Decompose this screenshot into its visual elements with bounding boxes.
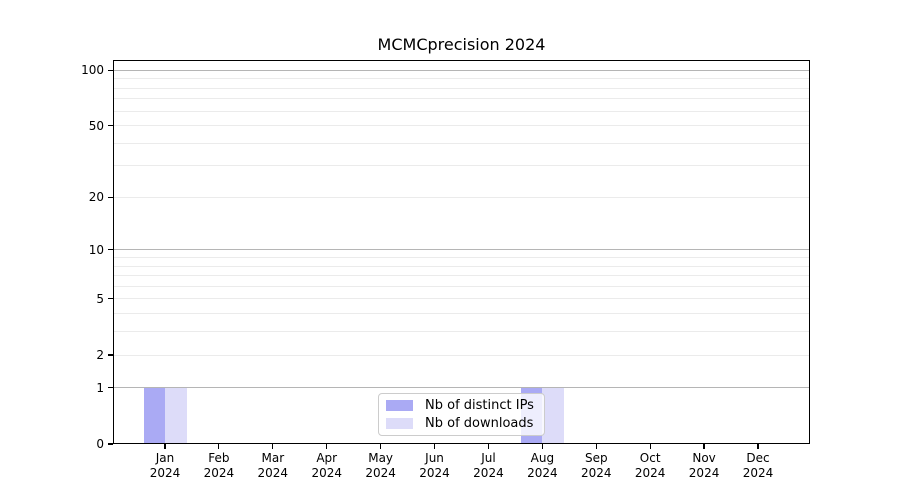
- x-tick-label: Dec 2024: [742, 451, 774, 480]
- x-tick-mark: [380, 444, 382, 449]
- x-tick-label: Oct 2024: [634, 451, 666, 480]
- y-tick-label: 2: [96, 348, 104, 363]
- y-tick-label: 50: [88, 118, 104, 133]
- x-tick-label: Sep 2024: [580, 451, 612, 480]
- x-tick-label: May 2024: [365, 451, 396, 480]
- y-tick-label: 100: [81, 63, 104, 78]
- x-tick-label: Jul 2024: [473, 451, 504, 480]
- x-tick-mark: [757, 444, 759, 449]
- y-tick-label: 10: [88, 242, 104, 257]
- legend-item-downloads: Nb of downloads: [386, 416, 537, 431]
- x-tick-mark: [164, 444, 166, 449]
- x-tick-mark: [326, 444, 328, 449]
- legend-label-distinct-ips: Nb of distinct IPs: [425, 398, 534, 414]
- y-tick-label: 5: [96, 291, 104, 306]
- x-tick-label: Feb 2024: [203, 451, 235, 480]
- x-tick-label: Jan 2024: [149, 451, 181, 480]
- x-tick-label: Mar 2024: [257, 451, 289, 480]
- x-tick-mark: [218, 444, 220, 449]
- x-tick-mark: [649, 444, 651, 449]
- distinct-ips-swatch-icon: [386, 400, 413, 412]
- x-tick-label: Nov 2024: [688, 451, 720, 480]
- x-tick-label: Aug 2024: [527, 451, 558, 480]
- legend: Nb of distinct IPs Nb of downloads: [378, 393, 545, 436]
- x-tick-mark: [541, 444, 543, 449]
- x-tick-mark: [433, 444, 436, 449]
- y-tick-label: 20: [88, 190, 104, 205]
- y-tick-label: 1: [96, 380, 104, 395]
- x-tick-label: Jun 2024: [419, 451, 450, 480]
- legend-item-distinct-ips: Nb of distinct IPs: [386, 398, 537, 413]
- plot-area: [113, 60, 810, 444]
- x-tick-label: Apr 2024: [311, 451, 342, 480]
- x-tick-mark: [595, 444, 597, 449]
- chart-title: MCMCprecision 2024: [377, 35, 546, 54]
- x-tick-mark: [487, 444, 490, 449]
- x-tick-mark: [703, 444, 705, 449]
- legend-label-downloads: Nb of downloads: [425, 415, 534, 431]
- downloads-swatch-icon: [386, 417, 413, 429]
- x-tick-mark: [272, 444, 274, 449]
- y-tick-label: 0: [96, 437, 104, 451]
